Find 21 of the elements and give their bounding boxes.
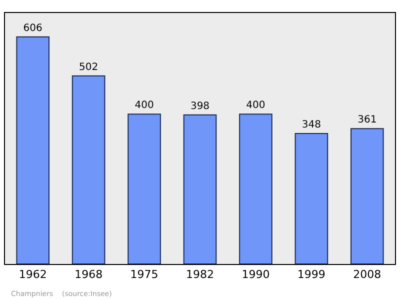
data-label: 361 bbox=[358, 114, 377, 126]
x-tick-label: 1962 bbox=[18, 268, 47, 282]
data-label: 398 bbox=[190, 100, 210, 112]
data-label: 502 bbox=[79, 62, 98, 73]
data-label: 606 bbox=[23, 22, 42, 34]
x-tick-label: 1999 bbox=[297, 268, 326, 282]
bar bbox=[183, 114, 217, 264]
x-tick-label: 1975 bbox=[130, 268, 158, 282]
data-label: 400 bbox=[134, 100, 154, 112]
x-tick-label: 1990 bbox=[242, 268, 270, 282]
x-tick-label: 1968 bbox=[74, 268, 103, 282]
x-tick-label: 1982 bbox=[186, 268, 214, 282]
bar bbox=[16, 36, 50, 264]
bar bbox=[294, 133, 328, 264]
x-tick-label: 2008 bbox=[353, 268, 382, 282]
data-label: 400 bbox=[246, 100, 266, 112]
data-label: 348 bbox=[302, 120, 321, 131]
bar bbox=[350, 128, 384, 264]
bar bbox=[239, 114, 272, 264]
bar bbox=[128, 114, 161, 264]
bar bbox=[72, 75, 106, 264]
